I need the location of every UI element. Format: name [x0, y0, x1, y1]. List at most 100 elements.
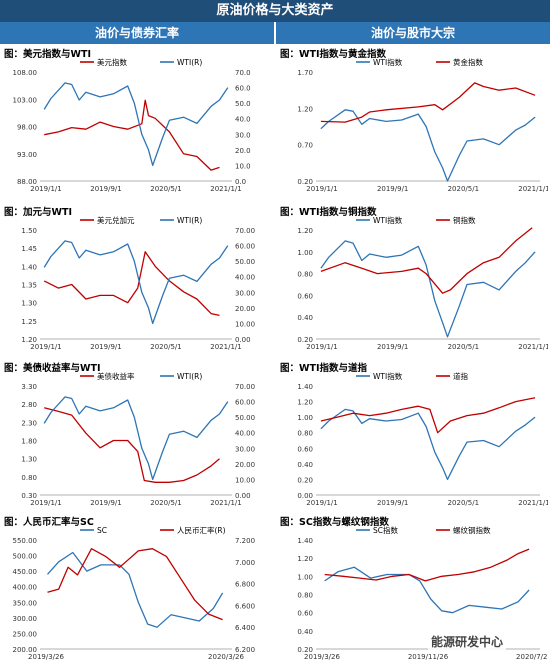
series-line-1: [320, 82, 536, 123]
x-tick-label: 2021/1/1: [518, 343, 548, 351]
y-tick-left: 250.00: [13, 630, 38, 638]
legend-label: 美元兑加元: [97, 215, 135, 225]
chart-svg: 88.00 93.00 98.00 103.00 108.00 0.0 10.0 20.0 30…: [13, 57, 251, 193]
series-line-1: [47, 548, 223, 621]
legend-label: WTI(R): [177, 216, 202, 225]
x-tick-label: 2019/1/1: [306, 343, 337, 351]
y-tick-left: 103.00: [13, 96, 38, 104]
chart-wti-copper: 图：WTI指数与铜指数 0.20 0.40 0.60 0.80 1.00 1.20 2019/…: [278, 204, 548, 354]
legend-label: SC指数: [373, 525, 398, 535]
y-tick-left: 1.30: [21, 456, 37, 464]
legend-label: 螺纹钢指数: [453, 525, 491, 535]
legend-label: 美元指数: [97, 57, 127, 67]
x-tick-label: 2021/1/1: [210, 185, 241, 193]
y-tick-right: 0.0: [235, 178, 246, 186]
x-tick-label: 2019/1/1: [30, 499, 61, 507]
y-tick-right: 60.00: [235, 399, 255, 407]
chart-svg: 200.00 250.00 300.00 350.00 400.00 450.00 500.…: [13, 525, 256, 661]
series-line-1: [320, 227, 533, 294]
chart-title: 图：美债收益率与WTI: [4, 363, 101, 374]
y-tick-right: 40.0: [235, 116, 251, 124]
y-tick-left: 2.30: [21, 419, 37, 427]
legend-label: 道指: [453, 371, 468, 381]
y-tick-right: 30.00: [235, 289, 255, 297]
y-tick-right: 20.0: [235, 147, 251, 155]
chart-wti-dow: 图：WTI指数与道指 0.00 0.20 0.40 0.60 0.80 1.00 1.20 1.…: [278, 360, 548, 510]
x-tick-label: 2019/9/1: [90, 343, 121, 351]
page-title: 原油价格与大类资产: [0, 0, 550, 22]
series-line-0: [320, 240, 536, 338]
y-tick-right: 10.00: [235, 320, 255, 328]
y-tick-left: 93.00: [17, 151, 37, 159]
series-line-0: [320, 408, 536, 481]
y-tick-left: 0.80: [297, 592, 313, 600]
y-tick-left: 550.00: [13, 537, 38, 545]
chart-title: 图：SC指数与螺纹钢指数: [280, 517, 389, 528]
legend-label: 人民币汇率(R): [177, 525, 226, 535]
y-tick-left: 200.00: [13, 646, 38, 654]
y-tick-left: 400.00: [13, 584, 38, 592]
legend-label: WTI指数: [373, 371, 403, 381]
y-tick-right: 10.0: [235, 162, 251, 170]
y-tick-left: 0.60: [297, 445, 313, 453]
chart-svg: 0.20 0.40 0.60 0.80 1.00 1.20 1.40 2019/3/26 201…: [297, 525, 548, 661]
y-tick-left: 98.00: [17, 124, 37, 132]
y-tick-right: 6.800: [235, 581, 255, 589]
y-tick-left: 1.40: [21, 263, 37, 271]
series-line-0: [43, 251, 220, 317]
y-tick-left: 0.60: [297, 292, 313, 300]
chart-ust-yield-wti: 图：美债收益率与WTI 0.30 0.80 1.30 1.80 2.30 2.80 3.30 0…: [2, 360, 272, 510]
series-line-1: [43, 82, 229, 167]
y-tick-left: 1.20: [297, 555, 313, 563]
y-tick-right: 6.600: [235, 602, 255, 610]
y-tick-left: 1.45: [21, 245, 37, 253]
y-tick-left: 0.30: [21, 492, 37, 500]
y-tick-left: 0.40: [297, 314, 313, 322]
x-tick-label: 2019/9/1: [90, 185, 121, 193]
y-tick-right: 0.00: [235, 336, 251, 344]
x-tick-label: 2019/9/1: [377, 185, 408, 193]
x-tick-label: 2019/1/1: [306, 499, 337, 507]
y-tick-right: 50.00: [235, 258, 255, 266]
legend-label: 铜指数: [453, 215, 476, 225]
y-tick-right: 7.000: [235, 559, 255, 567]
y-tick-right: 40.00: [235, 430, 255, 438]
y-tick-right: 6.200: [235, 646, 255, 654]
y-tick-right: 10.00: [235, 476, 255, 484]
y-tick-left: 0.80: [297, 271, 313, 279]
chart-svg: 0.20 0.40 0.60 0.80 1.00 1.20 2019/1/1 2019/9/1…: [297, 215, 548, 351]
y-tick-left: 0.60: [297, 610, 313, 618]
y-tick-right: 50.0: [235, 100, 251, 108]
x-tick-label: 2020/5/1: [150, 499, 181, 507]
y-tick-left: 1.20: [21, 336, 37, 344]
y-tick-right: 20.00: [235, 305, 255, 313]
series-line-1: [324, 548, 530, 582]
legend-label: WTI指数: [373, 215, 403, 225]
y-tick-left: 2.80: [21, 401, 37, 409]
y-tick-left: 450.00: [13, 568, 38, 576]
y-tick-left: 1.20: [297, 227, 313, 235]
y-tick-right: 60.0: [235, 85, 251, 93]
chart-wti-gold: 图：WTI指数与黄金指数 0.20 0.70 1.20 1.70 2019/1/1 2019…: [278, 46, 548, 196]
y-tick-right: 70.0: [235, 69, 251, 77]
y-tick-right: 40.00: [235, 274, 255, 282]
x-tick-label: 2020/3/26: [208, 653, 244, 661]
y-tick-left: 350.00: [13, 599, 38, 607]
chart-dxy-wti: 图：美元指数与WTI 88.00 93.00 98.00 103.00 108.00 0.0…: [2, 46, 272, 196]
y-tick-left: 1.20: [297, 105, 313, 113]
chart-cad-wti: 图：加元与WTI 1.20 1.25 1.30 1.35 1.40 1.45 1.50 0.00…: [2, 204, 272, 354]
legend-label: 黄金指数: [453, 57, 483, 67]
y-tick-left: 1.00: [297, 573, 313, 581]
y-tick-left: 1.25: [21, 318, 37, 326]
y-tick-left: 0.80: [297, 430, 313, 438]
series-line-0: [324, 566, 530, 614]
y-tick-left: 0.20: [297, 178, 313, 186]
watermark: 能源研发中心: [428, 632, 507, 651]
x-tick-label: 2020/7/26: [516, 653, 548, 661]
y-tick-right: 70.00: [235, 383, 255, 391]
y-tick-left: 0.70: [297, 142, 313, 150]
y-tick-left: 0.40: [297, 628, 313, 636]
y-tick-left: 108.00: [13, 69, 38, 77]
y-tick-left: 1.70: [297, 69, 313, 77]
y-tick-left: 300.00: [13, 615, 38, 623]
